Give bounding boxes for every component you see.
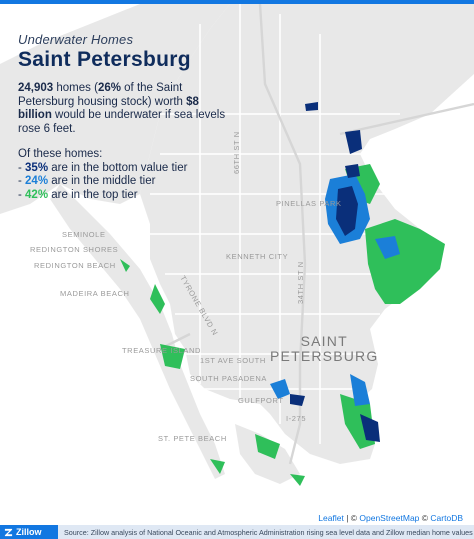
homes-count: 24,903 xyxy=(18,82,54,94)
tier-middle-text: are in the middle tier xyxy=(48,175,156,187)
tier-middle-pct: 24% xyxy=(25,175,49,187)
homes-text-b: of the Saint Petersburg housing stock) w… xyxy=(18,82,187,108)
label-34th-st: 34TH ST N xyxy=(296,261,305,304)
tier-top: - 42% are in the top tier xyxy=(18,189,228,203)
tier-top-pct: 42% xyxy=(25,188,49,201)
attribution-sep2: © xyxy=(419,513,431,523)
footer-bar: Zillow Source: Zillow analysis of Nation… xyxy=(0,525,474,539)
label-redington-shores: REDINGTON SHORES xyxy=(30,245,119,254)
leaflet-link[interactable]: Leaflet xyxy=(318,513,344,523)
label-treasure-island: TREASURE ISLAND xyxy=(122,346,202,355)
label-i275: I-275 xyxy=(286,414,307,423)
tiers-heading: Of these homes: xyxy=(18,148,103,160)
road-network xyxy=(150,4,440,444)
panel-kicker: Underwater Homes xyxy=(18,32,134,47)
flood-middle-tier xyxy=(270,174,400,406)
label-redington-beach: REDINGTON BEACH xyxy=(34,261,116,270)
city-label-line2: PETERSBURG xyxy=(270,348,379,364)
map-canvas[interactable]: PINELLAS PARK KENNETH CITY SEMINOLE REDI… xyxy=(0,4,474,525)
value-text: would be underwater if sea levels rose 6… xyxy=(18,109,226,135)
tier-bottom-text: are in the bottom value tier xyxy=(48,161,188,174)
label-st-pete-beach: ST. PETE BEACH xyxy=(158,434,227,443)
tier-bottom-pct: 35% xyxy=(25,161,49,174)
info-panel: Underwater Homes Saint Petersburg 24,903… xyxy=(18,32,228,202)
map-attribution: Leaflet | © OpenStreetMap © CartoDB xyxy=(315,512,466,524)
flood-bottom-tier xyxy=(290,102,380,442)
source-note: Source: Zillow analysis of National Ocea… xyxy=(64,527,473,537)
label-66th-st: 66TH ST N xyxy=(232,131,241,174)
label-madeira-beach: MADEIRA BEACH xyxy=(60,289,130,298)
label-saint-petersburg: SAINT PETERSBURG xyxy=(270,334,378,364)
label-gulfport: GULFPORT xyxy=(238,396,284,405)
tier-middle: - 24% are in the middle tier xyxy=(18,175,228,189)
city-label-line1: SAINT xyxy=(300,333,348,349)
carto-link[interactable]: CartoDB xyxy=(430,513,463,523)
zillow-logo-icon xyxy=(4,528,13,536)
attribution-sep: | © xyxy=(343,513,360,523)
land-west-mainland xyxy=(0,4,230,214)
osm-link[interactable]: OpenStreetMap xyxy=(359,513,420,523)
zillow-brand[interactable]: Zillow xyxy=(0,525,58,539)
land-barrier-islands xyxy=(50,184,225,479)
tier-bullet: - xyxy=(18,175,26,187)
tier-bottom: - 35% are in the bottom value tier xyxy=(18,162,228,176)
tier-bullet: - xyxy=(18,161,26,174)
brand-name: Zillow xyxy=(16,527,42,537)
label-1st-ave-south: 1ST AVE SOUTH xyxy=(200,356,266,365)
label-south-pasadena: SOUTH PASADENA xyxy=(190,374,268,383)
tier-top-text: are in the top tier xyxy=(48,188,138,201)
tier-bullet: - xyxy=(18,188,26,201)
label-kenneth-city: KENNETH CITY xyxy=(226,252,289,261)
map-basemap xyxy=(0,4,474,525)
top-accent-bar xyxy=(0,0,474,4)
page-title: Saint Petersburg xyxy=(18,48,191,71)
label-pinellas-park: PINELLAS PARK xyxy=(276,199,342,208)
summary-paragraph: 24,903 homes (26% of the Saint Petersbur… xyxy=(18,82,228,136)
total-value: $8 billion xyxy=(18,95,199,122)
homes-text-a: homes ( xyxy=(53,82,98,94)
label-seminole: SEMINOLE xyxy=(62,230,106,239)
homes-pct: 26% xyxy=(97,82,121,94)
